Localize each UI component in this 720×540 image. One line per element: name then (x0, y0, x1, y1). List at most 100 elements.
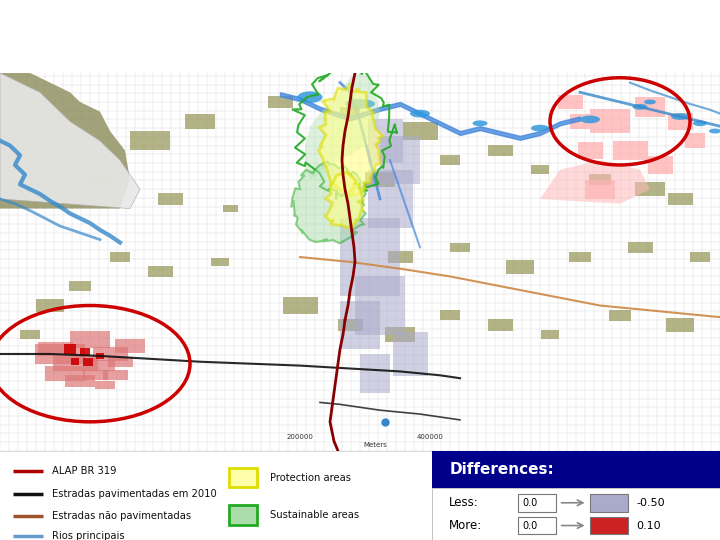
Bar (569, 252, 591, 262)
Ellipse shape (345, 99, 375, 109)
Bar (65, 375, 95, 387)
Bar (590, 109, 630, 133)
Bar (360, 354, 390, 393)
Text: 0.10: 0.10 (636, 521, 661, 530)
Bar (487, 319, 513, 330)
Bar (148, 266, 173, 278)
Bar (518, 517, 556, 535)
Bar (158, 193, 182, 205)
Text: ALAP BR 319: ALAP BR 319 (52, 467, 117, 476)
Bar (440, 310, 460, 320)
Polygon shape (0, 73, 140, 208)
Text: GOVERNANCE SCENARIO – Differences from baseline: GOVERNANCE SCENARIO – Differences from b… (9, 9, 708, 32)
Bar (85, 360, 115, 372)
Bar (130, 131, 170, 151)
Bar (666, 318, 694, 332)
Bar (282, 297, 318, 314)
Bar (36, 299, 64, 312)
Bar (37, 342, 73, 356)
Text: 400000: 400000 (417, 434, 444, 440)
Text: Protection areas: Protection areas (270, 472, 351, 483)
Bar (432, 451, 720, 488)
Bar (92, 347, 127, 361)
Bar (531, 165, 549, 174)
Bar (432, 488, 720, 540)
Bar (20, 330, 40, 340)
Bar (268, 96, 292, 108)
Bar (211, 258, 229, 266)
Polygon shape (305, 73, 380, 179)
Bar (340, 218, 400, 296)
Bar (628, 241, 652, 253)
Text: Differences:: Differences: (449, 462, 554, 477)
Text: Sustainable areas: Sustainable areas (270, 510, 359, 520)
Bar (83, 370, 107, 380)
Bar (667, 113, 693, 130)
Bar (685, 133, 705, 148)
Ellipse shape (531, 125, 549, 132)
Ellipse shape (410, 110, 430, 118)
Ellipse shape (709, 129, 720, 133)
Ellipse shape (644, 99, 656, 104)
Text: Estradas não pavimentadas: Estradas não pavimentadas (52, 511, 191, 521)
Text: More:: More: (449, 519, 482, 532)
Bar (589, 174, 611, 185)
Bar (222, 205, 238, 212)
Bar (387, 251, 413, 263)
Bar (69, 281, 91, 292)
Bar (392, 332, 428, 376)
Text: 0.0: 0.0 (523, 521, 538, 530)
Bar (450, 242, 470, 252)
Bar (338, 319, 362, 330)
Bar (229, 468, 257, 488)
Polygon shape (325, 172, 363, 228)
Bar (380, 136, 420, 184)
Bar (340, 301, 380, 349)
Bar (115, 340, 145, 353)
Bar (590, 494, 628, 512)
Polygon shape (292, 161, 366, 244)
Ellipse shape (671, 113, 689, 120)
Bar (557, 94, 582, 109)
Bar (690, 252, 710, 262)
Ellipse shape (632, 104, 647, 110)
Bar (53, 356, 97, 372)
Bar (45, 366, 85, 381)
Bar (95, 381, 115, 389)
Bar (609, 310, 631, 321)
Bar (229, 505, 257, 525)
Text: -0.50: -0.50 (636, 498, 665, 508)
Text: Rios principais: Rios principais (52, 530, 125, 540)
Bar (340, 107, 360, 117)
Bar (440, 156, 460, 165)
Bar (64, 345, 76, 354)
Text: scenario: scenario (9, 45, 122, 69)
Bar (83, 358, 93, 366)
Bar (590, 517, 628, 535)
Bar (90, 174, 110, 184)
Bar (80, 348, 90, 356)
Bar (367, 119, 402, 163)
Polygon shape (0, 73, 130, 208)
Text: Less:: Less: (449, 496, 479, 509)
Bar (585, 179, 615, 199)
Bar (667, 193, 693, 205)
Bar (70, 330, 110, 348)
Bar (487, 145, 513, 156)
Bar (570, 114, 590, 129)
Ellipse shape (693, 120, 707, 126)
Bar (402, 123, 438, 140)
Bar (110, 252, 130, 262)
Bar (635, 182, 665, 197)
Bar (107, 357, 132, 367)
Bar (506, 260, 534, 274)
Bar (35, 345, 85, 363)
Text: 0.0: 0.0 (523, 498, 538, 508)
Bar (355, 276, 405, 335)
Polygon shape (540, 160, 650, 204)
Bar (577, 141, 603, 159)
Bar (102, 370, 127, 380)
Bar (365, 172, 395, 187)
Bar (541, 330, 559, 339)
Ellipse shape (297, 91, 323, 103)
